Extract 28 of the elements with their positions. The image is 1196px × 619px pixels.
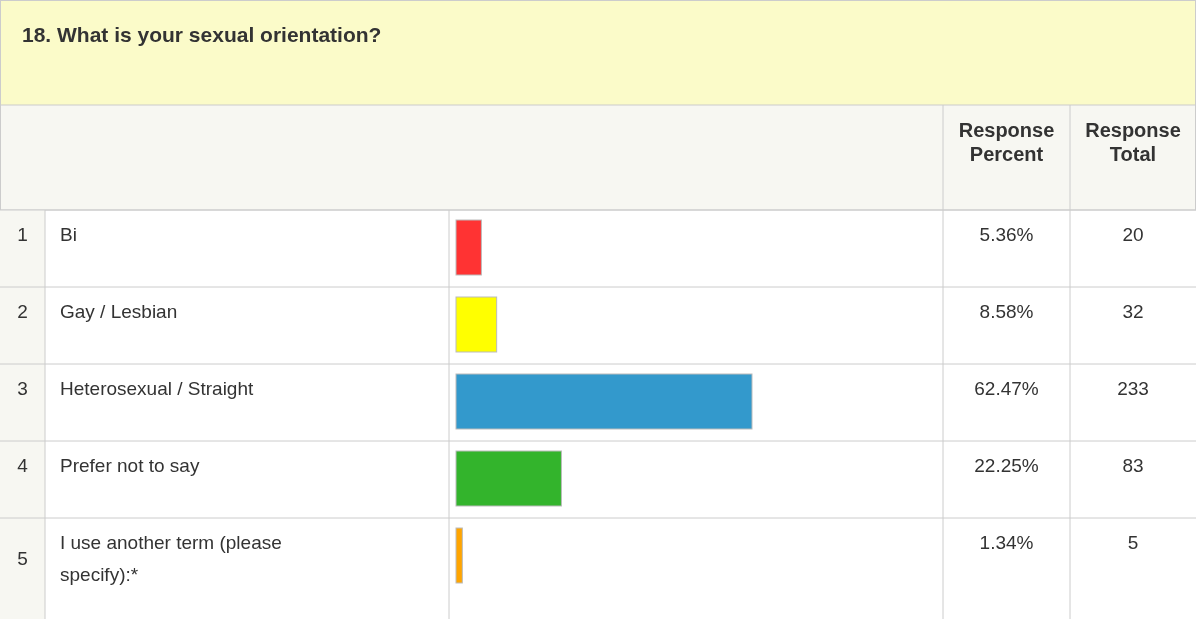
y-tick-label: Bi: [60, 224, 77, 245]
y-tick-label: Heterosexual / Straight: [60, 378, 254, 399]
text: 233: [1117, 378, 1149, 399]
text: 1: [17, 224, 28, 245]
bar: [455, 219, 482, 276]
text: 83: [1122, 455, 1144, 476]
data-label: 8.58%: [979, 301, 1034, 322]
text: 5: [1127, 532, 1139, 553]
text: 32: [1122, 301, 1144, 322]
text: 3: [17, 378, 28, 399]
bar: [455, 527, 463, 584]
text: 4: [17, 455, 29, 476]
text: Response Total: [1085, 119, 1181, 165]
text: 5: [17, 548, 28, 569]
text: Response Percent: [958, 119, 1055, 165]
bar: [455, 450, 562, 507]
text: 2: [17, 301, 28, 322]
y-tick-label: I use another term (please specify):*: [60, 532, 282, 585]
bar: [455, 373, 753, 430]
y-tick-label: Gay / Lesbian: [60, 301, 178, 322]
text: 20: [1122, 224, 1144, 245]
data-label: 1.34%: [979, 532, 1034, 553]
text: 18. What is your sexual orientation?: [22, 23, 382, 46]
y-tick-label: Prefer not to say: [60, 455, 200, 476]
bar: [455, 296, 498, 353]
data-label: 62.47%: [974, 378, 1039, 399]
data-label: 22.25%: [974, 455, 1039, 476]
data-label: 5.36%: [979, 224, 1034, 245]
